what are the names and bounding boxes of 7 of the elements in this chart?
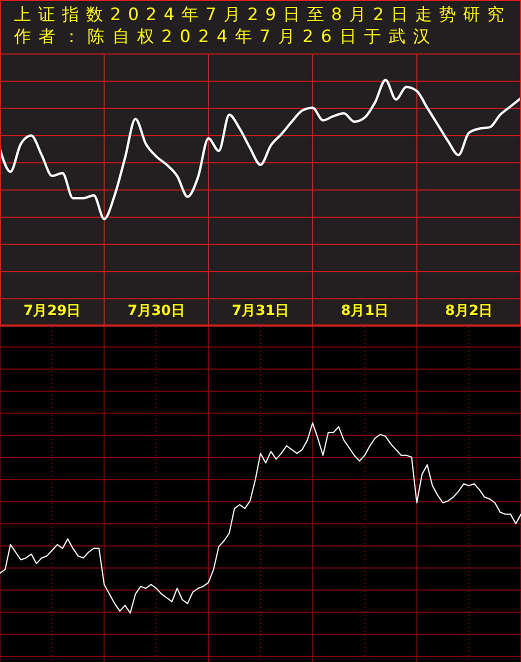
x-tick-label: 7月30日 (128, 303, 185, 319)
x-tick-label: 8月1日 (340, 303, 388, 319)
x-tick-label: 7月31日 (232, 303, 290, 319)
chart-subtitle: 作者：陈自权2024年7月26日于武汉 (13, 27, 430, 47)
x-tick-label: 7月29日 (23, 303, 81, 319)
x-tick-label: 8月2日 (445, 303, 493, 319)
chart-title: 上证指数2024年7月29日至8月2日走势研究 (14, 5, 504, 25)
